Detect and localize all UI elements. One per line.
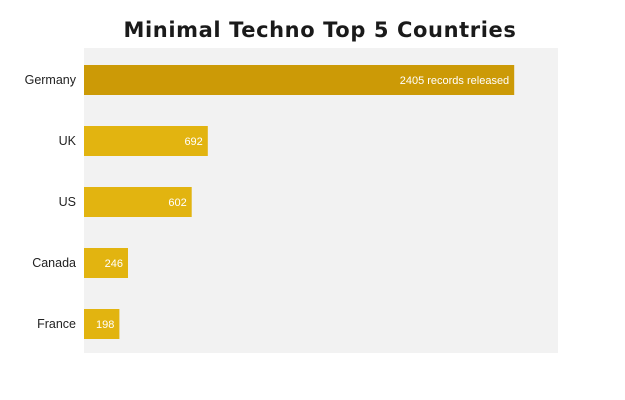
bar-us: [84, 187, 192, 217]
category-label-france: France: [37, 317, 76, 331]
data-label-france: 198: [96, 319, 114, 331]
category-label-us: US: [59, 195, 76, 209]
bar-france: [84, 309, 120, 339]
data-label-us: 602: [168, 197, 186, 209]
data-label-germany: 2405 records released: [400, 75, 509, 87]
bar-germany: [84, 65, 515, 95]
chart-title: Minimal Techno Top 5 Countries: [123, 18, 517, 42]
category-label-germany: Germany: [25, 73, 77, 87]
category-label-canada: Canada: [32, 256, 76, 270]
data-label-canada: 246: [105, 258, 123, 270]
bar-uk: [84, 126, 208, 156]
bar-canada: [84, 248, 128, 278]
data-label-uk: 692: [184, 136, 202, 148]
category-label-uk: UK: [59, 134, 77, 148]
